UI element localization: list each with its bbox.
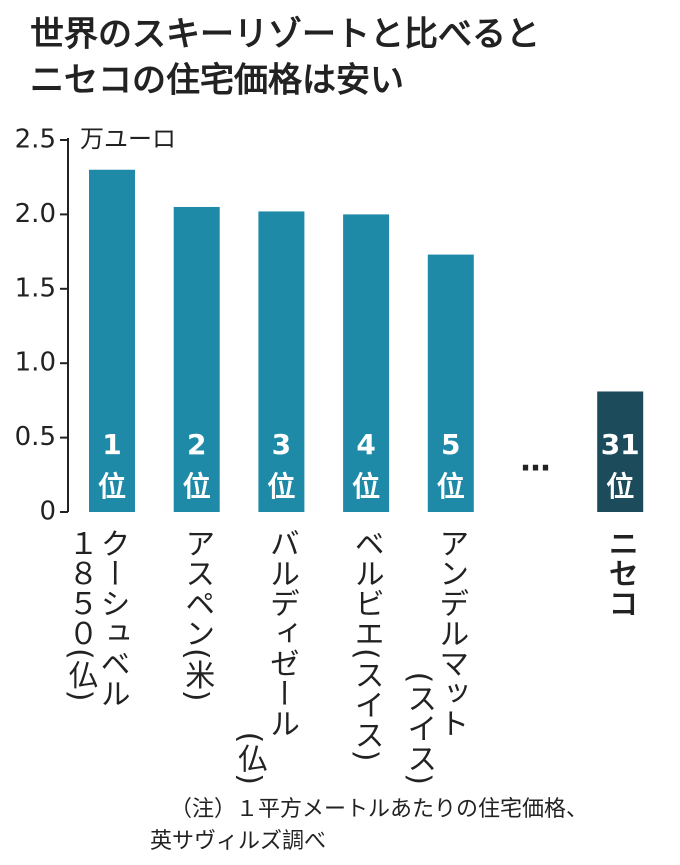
bar xyxy=(258,211,305,512)
x-tick-label: (仏) xyxy=(232,732,268,785)
x-tick-label: アンデルマット xyxy=(433,528,468,738)
x-tick-label: (スイス) xyxy=(401,672,436,785)
x-tick-label: バルディゼール xyxy=(264,528,299,738)
rank-label: 位 xyxy=(352,470,380,503)
x-tick-label: クーシュベル xyxy=(95,528,130,708)
chart-title: 世界のスキーリゾートと比べると xyxy=(30,15,540,55)
x-tick-label: ベルビエ(スイス) xyxy=(349,528,384,761)
y-tick-label: 2.5 xyxy=(15,125,56,155)
x-tick-label: １８５０(仏) xyxy=(63,528,99,701)
bar xyxy=(89,169,135,512)
y-tick-label: 1.0 xyxy=(15,348,56,378)
rank-label: 5 xyxy=(441,428,460,461)
bar xyxy=(597,391,644,512)
note: （注）１平方メートルあたりの住宅価格、 xyxy=(170,797,588,822)
rank-label: 31 xyxy=(601,428,640,461)
rank-label: 位 xyxy=(267,470,295,503)
y-unit: 万ユーロ xyxy=(80,125,176,153)
rank-label: 位 xyxy=(183,470,211,503)
rank-label: 4 xyxy=(356,428,375,461)
y-tick-label: 0.5 xyxy=(15,422,56,452)
rank-label: 2 xyxy=(187,428,206,461)
rank-label: 1 xyxy=(102,428,121,461)
bar xyxy=(427,254,474,513)
x-tick-label: ニセコ xyxy=(603,528,638,618)
y-tick-label: 1.5 xyxy=(15,273,56,303)
rank-label: 3 xyxy=(272,428,291,461)
rank-label: 位 xyxy=(606,470,634,503)
x-tick-label: アスペン(米) xyxy=(179,528,214,701)
rank-label: 位 xyxy=(98,470,126,503)
y-tick-label: 0 xyxy=(39,497,56,527)
note: 英サヴィルズ調べ xyxy=(150,829,326,854)
bar xyxy=(343,214,390,512)
y-tick-label: 2.0 xyxy=(15,199,56,229)
bar xyxy=(173,206,220,512)
chart-title: ニセコの住宅価格は安い xyxy=(30,61,404,101)
rank-label: 位 xyxy=(437,470,465,503)
gap-label: … xyxy=(521,444,551,479)
